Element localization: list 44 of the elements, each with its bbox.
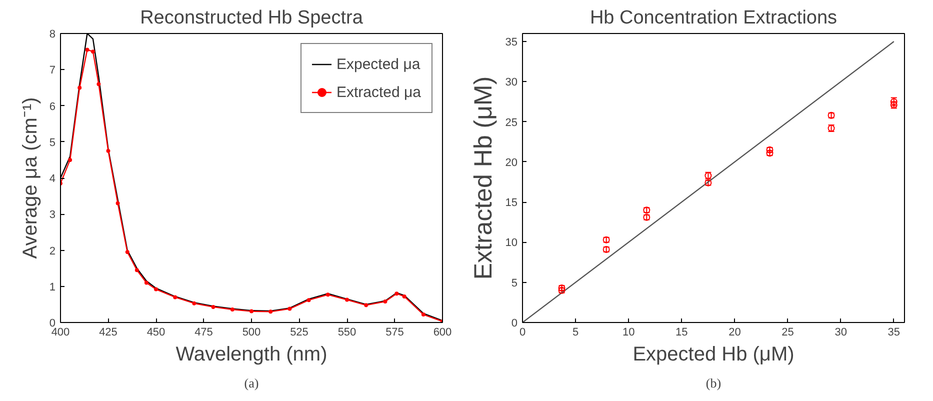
y-tick-label: 8 (49, 28, 56, 40)
y-tick-label: 20 (505, 156, 518, 169)
y-tick-label: 2 (49, 245, 56, 258)
y-tick-label: 3 (49, 209, 56, 222)
x-axis-title: Expected Hb (μM) (632, 344, 794, 366)
chart-title: Hb Concentration Extractions (590, 8, 838, 28)
x-tick-label: 500 (242, 326, 261, 338)
x-tick-label: 400 (51, 326, 70, 338)
y-tick-label: 7 (49, 64, 56, 77)
y-tick-label: 4 (49, 173, 56, 185)
y-axis-title: Average μa (cm⁻¹) (19, 97, 42, 259)
x-axis-title: Wavelength (nm) (176, 344, 328, 366)
x-tick-label: 0 (519, 326, 526, 338)
x-tick-label: 425 (99, 326, 118, 338)
x-tick-label: 575 (386, 326, 404, 338)
y-tick-label: 0 (49, 318, 56, 330)
y-tick-label: 15 (505, 197, 518, 210)
y-axis-title: Extracted Hb (μM) (469, 76, 498, 280)
x-tick-label: 25 (782, 326, 794, 338)
x-tick-label: 450 (146, 326, 166, 338)
y-tick-label: 5 (49, 136, 56, 149)
text: (a) (244, 376, 259, 390)
x-tick-label: 525 (290, 326, 308, 338)
chart-title: Reconstructed Hb Spectra (140, 8, 364, 28)
y-tick-label: 6 (49, 100, 56, 113)
x-tick-label: 15 (676, 326, 688, 338)
legend-label: Extracted μa (336, 84, 421, 100)
y-tick-label: 1 (49, 281, 56, 294)
y-tick-label: 10 (505, 237, 518, 250)
x-tick-label: 30 (834, 326, 847, 338)
y-tick-label: 25 (505, 116, 518, 129)
x-tick-label: 20 (728, 326, 741, 338)
y-tick-label: 30 (505, 76, 518, 89)
x-tick-label: 35 (888, 326, 900, 338)
y-tick-label: 5 (511, 277, 518, 290)
y-tick-label: 0 (511, 318, 518, 330)
x-tick-label: 5 (572, 326, 579, 338)
x-tick-label: 10 (622, 326, 635, 338)
y-tick-label: 35 (505, 36, 518, 49)
text: (b) (706, 376, 722, 390)
x-tick-label: 600 (433, 326, 452, 338)
x-tick-label: 475 (194, 326, 213, 338)
x-tick-label: 550 (338, 326, 356, 338)
legend-label: Expected μa (336, 56, 420, 72)
